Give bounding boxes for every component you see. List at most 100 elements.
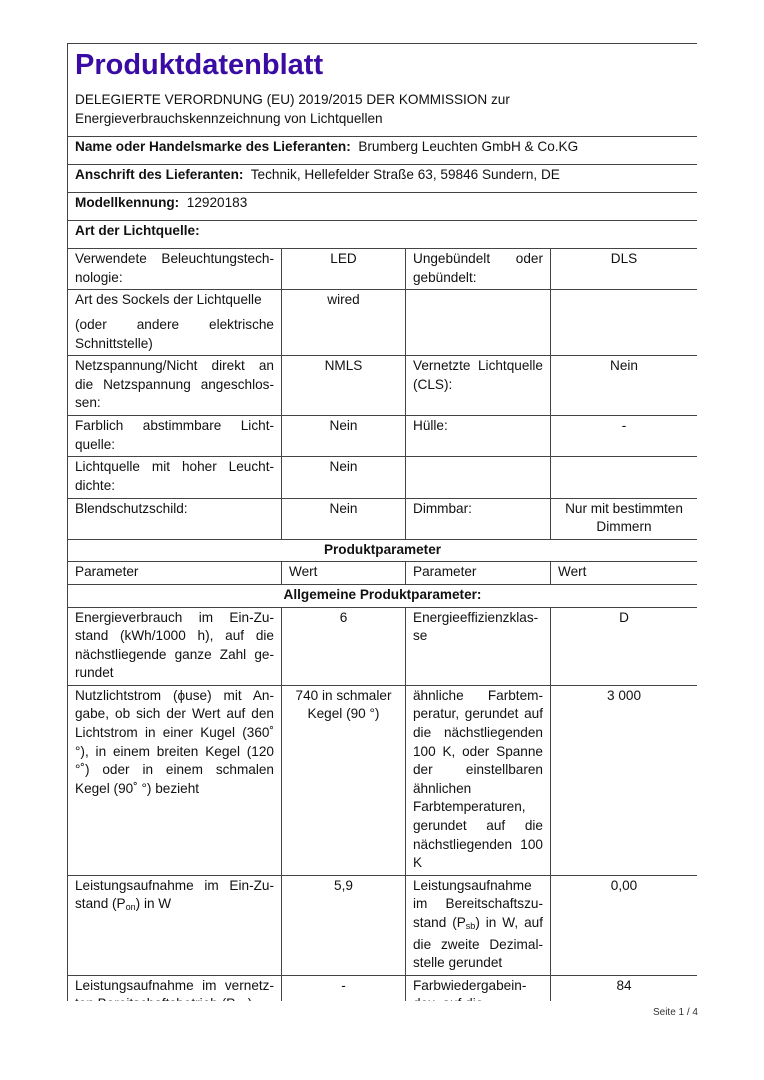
table-cell: Leistungsaufnahme im Bereitschaftszu­sta…: [405, 874, 551, 976]
column-header: Parameter: [67, 561, 282, 585]
table-cell: Energieverbrauch im Ein-Zu­stand (kWh/10…: [67, 606, 282, 686]
parameter-label: Leistungsaufnahme im Ein-Zu­stand (P: [75, 877, 274, 912]
table-cell: Energieeffizienzklas­se: [405, 606, 551, 686]
table-row: Leistungsaufnahme im vernetz­ten Bereits…: [67, 974, 697, 1001]
table-cell: Nein: [281, 415, 406, 458]
table-cell: [405, 289, 551, 357]
parameter-label: Netzspannung/Nicht direkt an die Netzspa…: [75, 358, 274, 411]
parameter-label: Farbwiedergabein­dex, auf die: [413, 977, 527, 1001]
parameter-label-note: (oder andere elektrische Schnittstelle): [75, 316, 274, 351]
table-cell: 6: [281, 606, 406, 686]
table-cell: [405, 456, 551, 499]
model-label: Modellkennung:: [75, 195, 180, 211]
parameter-label: Energieeffizienzklas­se: [413, 609, 539, 644]
column-header-row: Parameter Wert Parameter Wert: [67, 561, 697, 585]
parameter-label: Dimmbar:: [413, 500, 472, 516]
table-cell: D: [550, 606, 697, 686]
table-cell: Verwendete Beleuchtungstech­nologie:: [67, 248, 282, 291]
table-cell: NMLS: [281, 355, 406, 417]
parameter-value: -: [621, 418, 627, 434]
column-header: Parameter: [405, 561, 551, 585]
product-parameters-label: Produktparameter: [323, 541, 442, 557]
model-value: 12920183: [186, 195, 248, 211]
parameter-value: 84: [616, 977, 632, 993]
parameter-label: Leistungsaufnahme im vernetz­ten Bereits…: [75, 977, 274, 1001]
table-cell: Dimmbar:: [405, 497, 551, 540]
parameter-label: Blendschutzschild:: [75, 500, 188, 516]
parameter-label: Farblich abstimmbare Licht­quelle:: [75, 418, 274, 452]
parameter-value: NMLS: [324, 358, 363, 374]
table-cell: Blendschutzschild:: [67, 497, 282, 540]
table-cell: ähnliche Farbtem­peratur, gerundet auf d…: [405, 684, 551, 876]
parameter-value: 5,9: [334, 877, 353, 893]
table-cell: Netzspannung/Nicht direkt an die Netzspa…: [67, 355, 282, 417]
table-cell: DLS: [550, 248, 697, 291]
column-header: Wert: [550, 561, 697, 585]
general-parameters-label: Allgemeine Produktparameter:: [283, 586, 482, 602]
table-cell: wired: [281, 289, 406, 357]
parameter-value: 740 in schma­ler Kegel (90 °): [295, 687, 392, 722]
parameter-value: 6: [339, 609, 348, 625]
parameter-label: Energieverbrauch im Ein-Zu­stand (kWh/10…: [75, 609, 274, 681]
table-cell: -: [550, 415, 697, 458]
address-value: Technik, Hellefelder Straße 63, 59846 Su…: [250, 167, 560, 183]
table-row: Blendschutzschild: Nein Dimmbar: Nur mit be…: [67, 497, 697, 540]
table-cell: Lichtquelle mit hoher Leucht­dichte:: [67, 456, 282, 499]
subscript: sb: [465, 921, 476, 931]
column-header: Wert: [281, 561, 406, 585]
parameter-label: ): [248, 996, 253, 1001]
parameter-label: Verwendete Beleuchtungstech­nologie:: [75, 251, 274, 285]
datasheet-table: Produktdatenblatt DELEGIERTE VERORDNUNG …: [67, 43, 697, 1001]
light-source-type-heading: Art der Lichtquelle:: [75, 223, 200, 239]
header-cell: Produktdatenblatt DELEGIERTE VERORDNUNG …: [67, 43, 697, 138]
table-row: Farblich abstimmbare Licht­quelle: Nein Hü…: [67, 415, 697, 458]
parameter-label: Nutzlichtstrom (ϕuse) mit An­gabe, ob si…: [75, 687, 274, 796]
table-row: Lichtquelle mit hoher Leucht­dichte: Nein: [67, 456, 697, 499]
parameter-value: 3 000: [606, 687, 642, 703]
table-row: Energieverbrauch im Ein-Zu­stand (kWh/10…: [67, 606, 697, 686]
parameter-value: wired: [327, 292, 360, 308]
table-cell: Ungebündelt oder gebündelt:: [405, 248, 551, 291]
table-cell: [550, 456, 697, 499]
table-cell: 5,9: [281, 874, 406, 976]
parameter-value: Nein: [610, 358, 638, 374]
page-number: Seite 1 / 4: [652, 1007, 698, 1018]
parameter-value: Nein: [329, 459, 358, 475]
table-cell: Leistungsaufnahme im Ein-Zu­stand (Pon) …: [67, 874, 282, 976]
page-title: Produktdatenblatt: [75, 49, 324, 81]
table-cell: Art des Sockels der Lichtquelle (oder and…: [67, 289, 282, 357]
table-row: Netzspannung/Nicht direkt an die Netzspa…: [67, 355, 697, 417]
address-label: Anschrift des Lieferanten:: [75, 167, 244, 183]
model-row: Modellkennung: 12920183: [67, 192, 697, 222]
table-cell: 740 in schma­ler Kegel (90 °): [281, 684, 406, 876]
address-row: Anschrift des Lieferanten: Technik, Hell…: [67, 164, 697, 194]
parameter-label: Vernetzte Lichtquel­le (CLS):: [413, 358, 543, 392]
table-cell: -: [281, 974, 406, 1001]
table-row: Verwendete Beleuchtungstech­nologie: LED U…: [67, 248, 697, 291]
parameter-value: -: [341, 977, 346, 993]
table-cell: Nutzlichtstrom (ϕuse) mit An­gabe, ob si…: [67, 684, 282, 876]
table-cell: Leistungsaufnahme im vernetz­ten Bereits…: [67, 974, 282, 1001]
parameter-label: Leistungsaufnahme im Bereitschaftszu­sta…: [413, 877, 543, 930]
table-cell: Vernetzte Lichtquel­le (CLS):: [405, 355, 551, 417]
parameter-value: Nur mit bestimm­ten Dimmern: [565, 500, 683, 535]
regulation-line-2: Energieverbrauchskennzeichnung von Licht…: [75, 110, 383, 126]
regulation-line-1: DELEGIERTE VERORDNUNG (EU) 2019/2015 DER…: [75, 92, 510, 107]
table-cell: 84: [550, 974, 697, 1001]
table-cell: Hülle:: [405, 415, 551, 458]
table-cell: Nein: [281, 456, 406, 499]
parameter-value: 0,00: [610, 877, 638, 893]
table-row: Nutzlichtstrom (ϕuse) mit An­gabe, ob si…: [67, 684, 697, 876]
table-cell: 0,00: [550, 874, 697, 976]
table-row: Leistungsaufnahme im Ein-Zu­stand (Pon) …: [67, 874, 697, 976]
parameter-value: DLS: [610, 251, 638, 267]
supplier-row: Name oder Handelsmarke des Lieferanten: …: [67, 136, 697, 166]
supplier-label: Name oder Handelsmarke des Lieferanten:: [75, 139, 351, 155]
parameter-value: Nein: [329, 418, 358, 434]
parameter-value: LED: [330, 251, 357, 267]
regulation-text: DELEGIERTE VERORDNUNG (EU) 2019/2015 DER…: [75, 91, 690, 128]
table-cell: 3 000: [550, 684, 697, 876]
table-row: Art des Sockels der Lichtquelle (oder and…: [67, 289, 697, 357]
parameter-label: ) in W: [135, 896, 172, 912]
